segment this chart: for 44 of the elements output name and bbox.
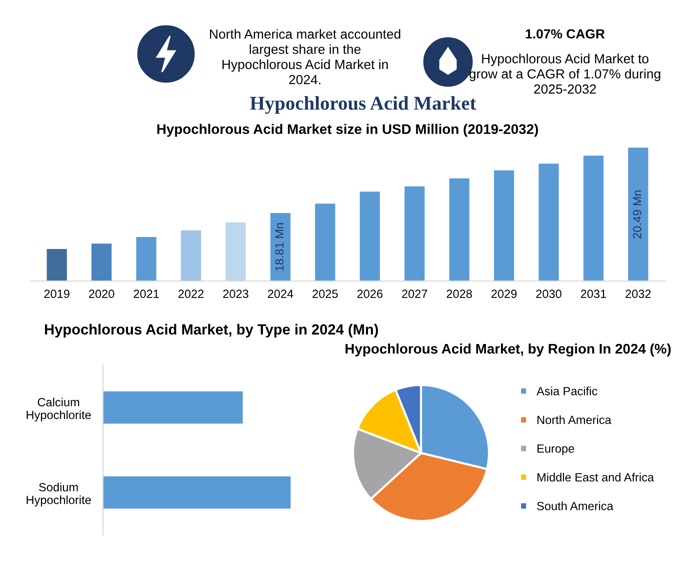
x-tick-label: 2027 bbox=[402, 290, 428, 298]
bar bbox=[494, 170, 514, 281]
bar bbox=[360, 192, 380, 281]
legend-label: Europe bbox=[538, 444, 574, 456]
x-tick-label: 2030 bbox=[536, 290, 562, 298]
chart-title: Hypochlorous Acid Market, by Type in 2024 (Mn) bbox=[45, 324, 378, 338]
chart-title: Hypochlorous Acid Market size in USD Million (2019-2032) bbox=[157, 124, 538, 137]
chart-title: Hypochlorous Acid Market, by Region In 2024 (%) bbox=[346, 343, 671, 357]
x-tick-label: 2019 bbox=[44, 290, 70, 298]
x-tick-label: 2028 bbox=[446, 290, 472, 298]
bar bbox=[315, 204, 336, 281]
x-tick-label: 2025 bbox=[312, 290, 338, 298]
text: Hypochlorous Acid Market bbox=[250, 96, 476, 114]
x-tick-label: 2031 bbox=[580, 290, 606, 298]
x-tick-label: 2026 bbox=[357, 290, 382, 298]
x-tick-label: 2021 bbox=[134, 290, 159, 298]
x-tick-label: 2020 bbox=[89, 290, 114, 298]
legend-label: Asia Pacific bbox=[536, 386, 598, 396]
annotation: 18.81 Mn bbox=[275, 223, 284, 271]
text: North America market accounted largest share in the Hypochlorous Acid Market in 2024. bbox=[210, 29, 400, 84]
bar bbox=[180, 230, 202, 281]
y-tick-label: Calcium Hypochlorite bbox=[26, 398, 91, 422]
bar bbox=[449, 178, 470, 281]
bar bbox=[628, 148, 648, 281]
y-tick-label: Sodium Hypochlorite bbox=[26, 482, 91, 506]
bar bbox=[583, 156, 604, 281]
bar bbox=[226, 222, 246, 281]
x-tick-label: 2029 bbox=[491, 290, 517, 298]
text: 1.07% CAGR bbox=[526, 29, 605, 39]
text: Hypochlorous Acid Market to grow at a CAGR of 1.07% during 2025-2032 bbox=[469, 54, 660, 94]
bar bbox=[46, 249, 67, 281]
x-tick-label: 2024 bbox=[268, 290, 294, 298]
bar bbox=[136, 237, 156, 281]
annotation: 20.49 Mn bbox=[632, 190, 642, 238]
bar bbox=[404, 186, 425, 281]
legend-label: South America bbox=[537, 502, 614, 510]
x-tick-label: 2022 bbox=[178, 290, 204, 298]
legend-label: North America bbox=[538, 415, 612, 424]
bar bbox=[270, 213, 290, 281]
bar bbox=[91, 244, 112, 281]
legend-label: Middle East and Africa bbox=[538, 472, 654, 482]
x-tick-label: 2032 bbox=[626, 290, 651, 298]
x-tick-label: 2023 bbox=[223, 290, 248, 298]
bar bbox=[538, 164, 559, 281]
